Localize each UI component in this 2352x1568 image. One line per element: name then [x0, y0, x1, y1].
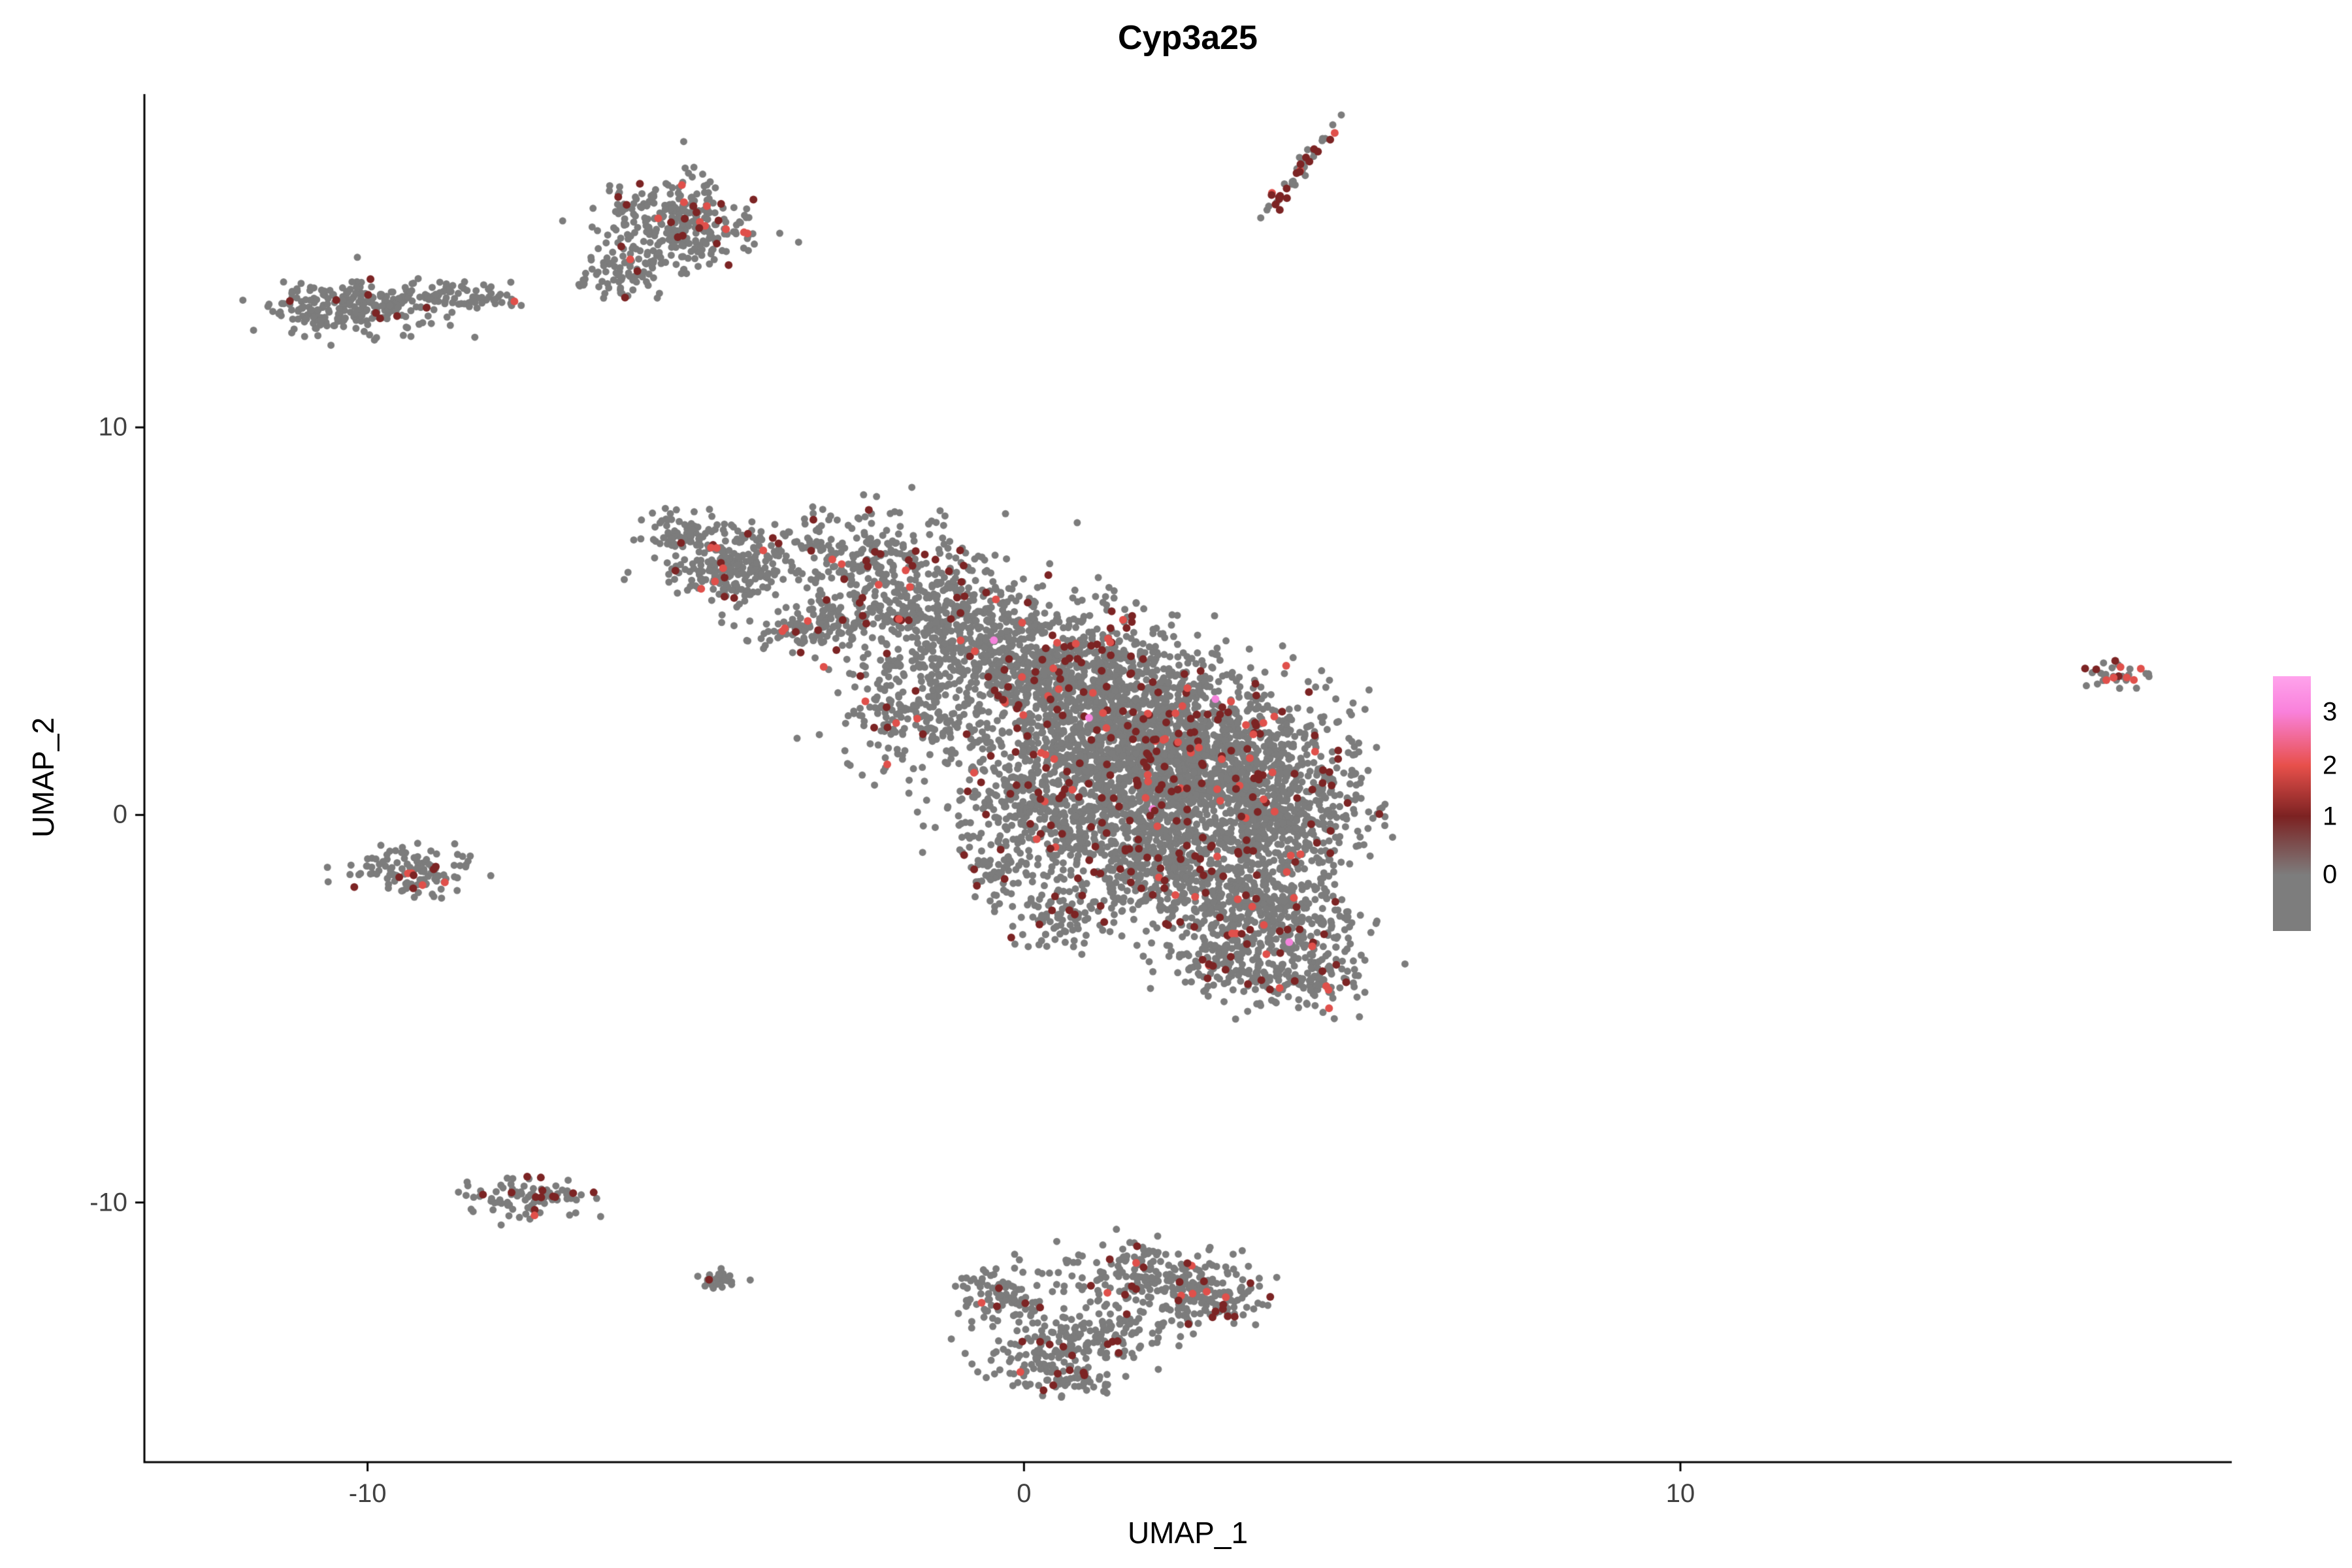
x-tick-label: -10	[348, 1479, 387, 1508]
x-tick-label: 10	[1665, 1479, 1695, 1508]
y-tick-label: 0	[112, 800, 127, 829]
x-tick-label: 0	[1017, 1479, 1032, 1508]
colorbar-gradient	[2273, 676, 2311, 931]
y-tick-label: -10	[90, 1188, 127, 1217]
colorbar-value-label: 2	[2323, 751, 2338, 779]
y-tick-label: 10	[98, 412, 128, 442]
colorbar-value-label: 0	[2323, 860, 2338, 889]
plot-title: Cyp3a25	[1118, 19, 1258, 57]
colorbar-value-label: 1	[2323, 802, 2338, 830]
colorbar-value-label: 3	[2323, 697, 2338, 727]
x-axis-label: UMAP_1	[1127, 1516, 1249, 1550]
y-axis-label: UMAP_2	[26, 717, 60, 838]
